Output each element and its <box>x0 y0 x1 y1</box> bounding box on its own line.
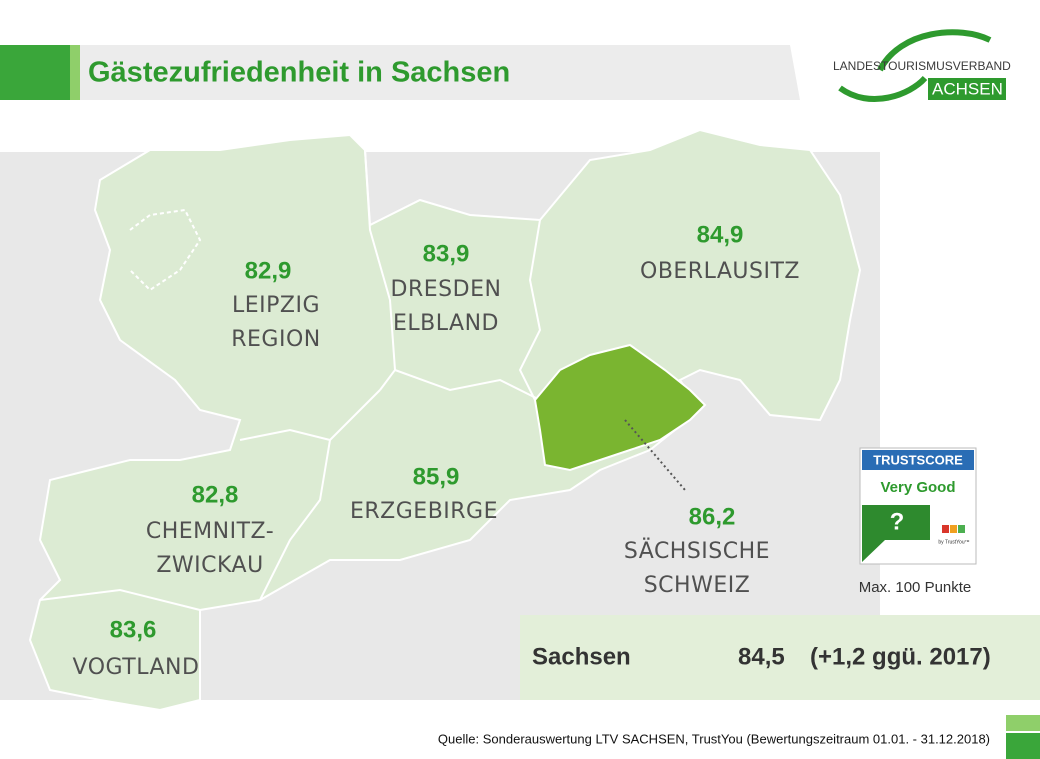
trustscore-symbol: ? <box>890 508 905 535</box>
region-border <box>518 219 542 401</box>
region-border <box>364 149 397 391</box>
region-name: ELBLAND <box>393 311 499 336</box>
logo-top: LANDESTOURISMUSVERBAND <box>833 59 1011 73</box>
region-name: ERZGEBIRGE <box>350 499 498 524</box>
region-value: 82,9 <box>245 257 292 284</box>
region-name: CHEMNITZ- <box>146 519 274 544</box>
region-name: SCHWEIZ <box>644 573 751 598</box>
logo-box <box>928 78 1006 100</box>
leader-line <box>624 419 686 491</box>
region-value: 85,9 <box>413 463 460 490</box>
summary-label: Sachsen <box>532 643 631 670</box>
summary-value: 84,5 <box>738 643 785 670</box>
trustscore-bar <box>950 525 957 533</box>
summary-change: (+1,2 ggü. 2017) <box>810 643 991 670</box>
region-name: ZWICKAU <box>156 553 263 578</box>
logo-swoosh <box>877 29 992 72</box>
region-value: 82,8 <box>192 481 239 508</box>
region-value: 83,6 <box>110 616 157 643</box>
corner-accent <box>1006 715 1040 731</box>
header-bar <box>0 45 800 100</box>
logo-bottom: ACHSEN <box>932 79 1003 98</box>
trustscore-header <box>862 450 974 470</box>
region-border <box>239 389 381 442</box>
trustscore-caption: Max. 100 Punkte <box>859 579 972 596</box>
region-name: DRESDEN <box>391 277 502 302</box>
trustscore-bar <box>958 525 965 533</box>
summary-box <box>520 615 1040 700</box>
region-name: SÄCHSISCHE <box>624 538 770 564</box>
saechsische-schweiz-area <box>533 343 707 472</box>
header-accent-light <box>70 45 80 100</box>
region-border <box>259 439 331 601</box>
region-border <box>39 588 201 611</box>
trustscore-bubble <box>862 505 930 562</box>
source: Quelle: Sonderauswertung LTV SACHSEN, Tr… <box>438 731 990 746</box>
region-border <box>394 369 541 401</box>
trustscore-by: by TrustYou™ <box>938 539 969 545</box>
region-value: 84,9 <box>697 221 744 248</box>
region-value: 83,9 <box>423 240 470 267</box>
trustscore-bar <box>942 525 949 533</box>
header-accent <box>0 45 70 100</box>
title: Gästezufriedenheit in Sachsen <box>88 57 510 89</box>
region-name: OBERLAUSITZ <box>640 259 800 284</box>
corner-accent <box>1006 733 1040 759</box>
region-border <box>129 208 202 292</box>
region-name: VOGTLAND <box>73 655 200 680</box>
region-name: REGION <box>231 327 321 352</box>
trustscore-brand: TRUSTSCORE <box>873 452 963 467</box>
region-name: LEIPZIG <box>232 293 320 318</box>
region-value: 86,2 <box>689 503 736 530</box>
logo-swoosh <box>838 75 928 102</box>
trustscore-rating: Very Good <box>880 479 955 496</box>
